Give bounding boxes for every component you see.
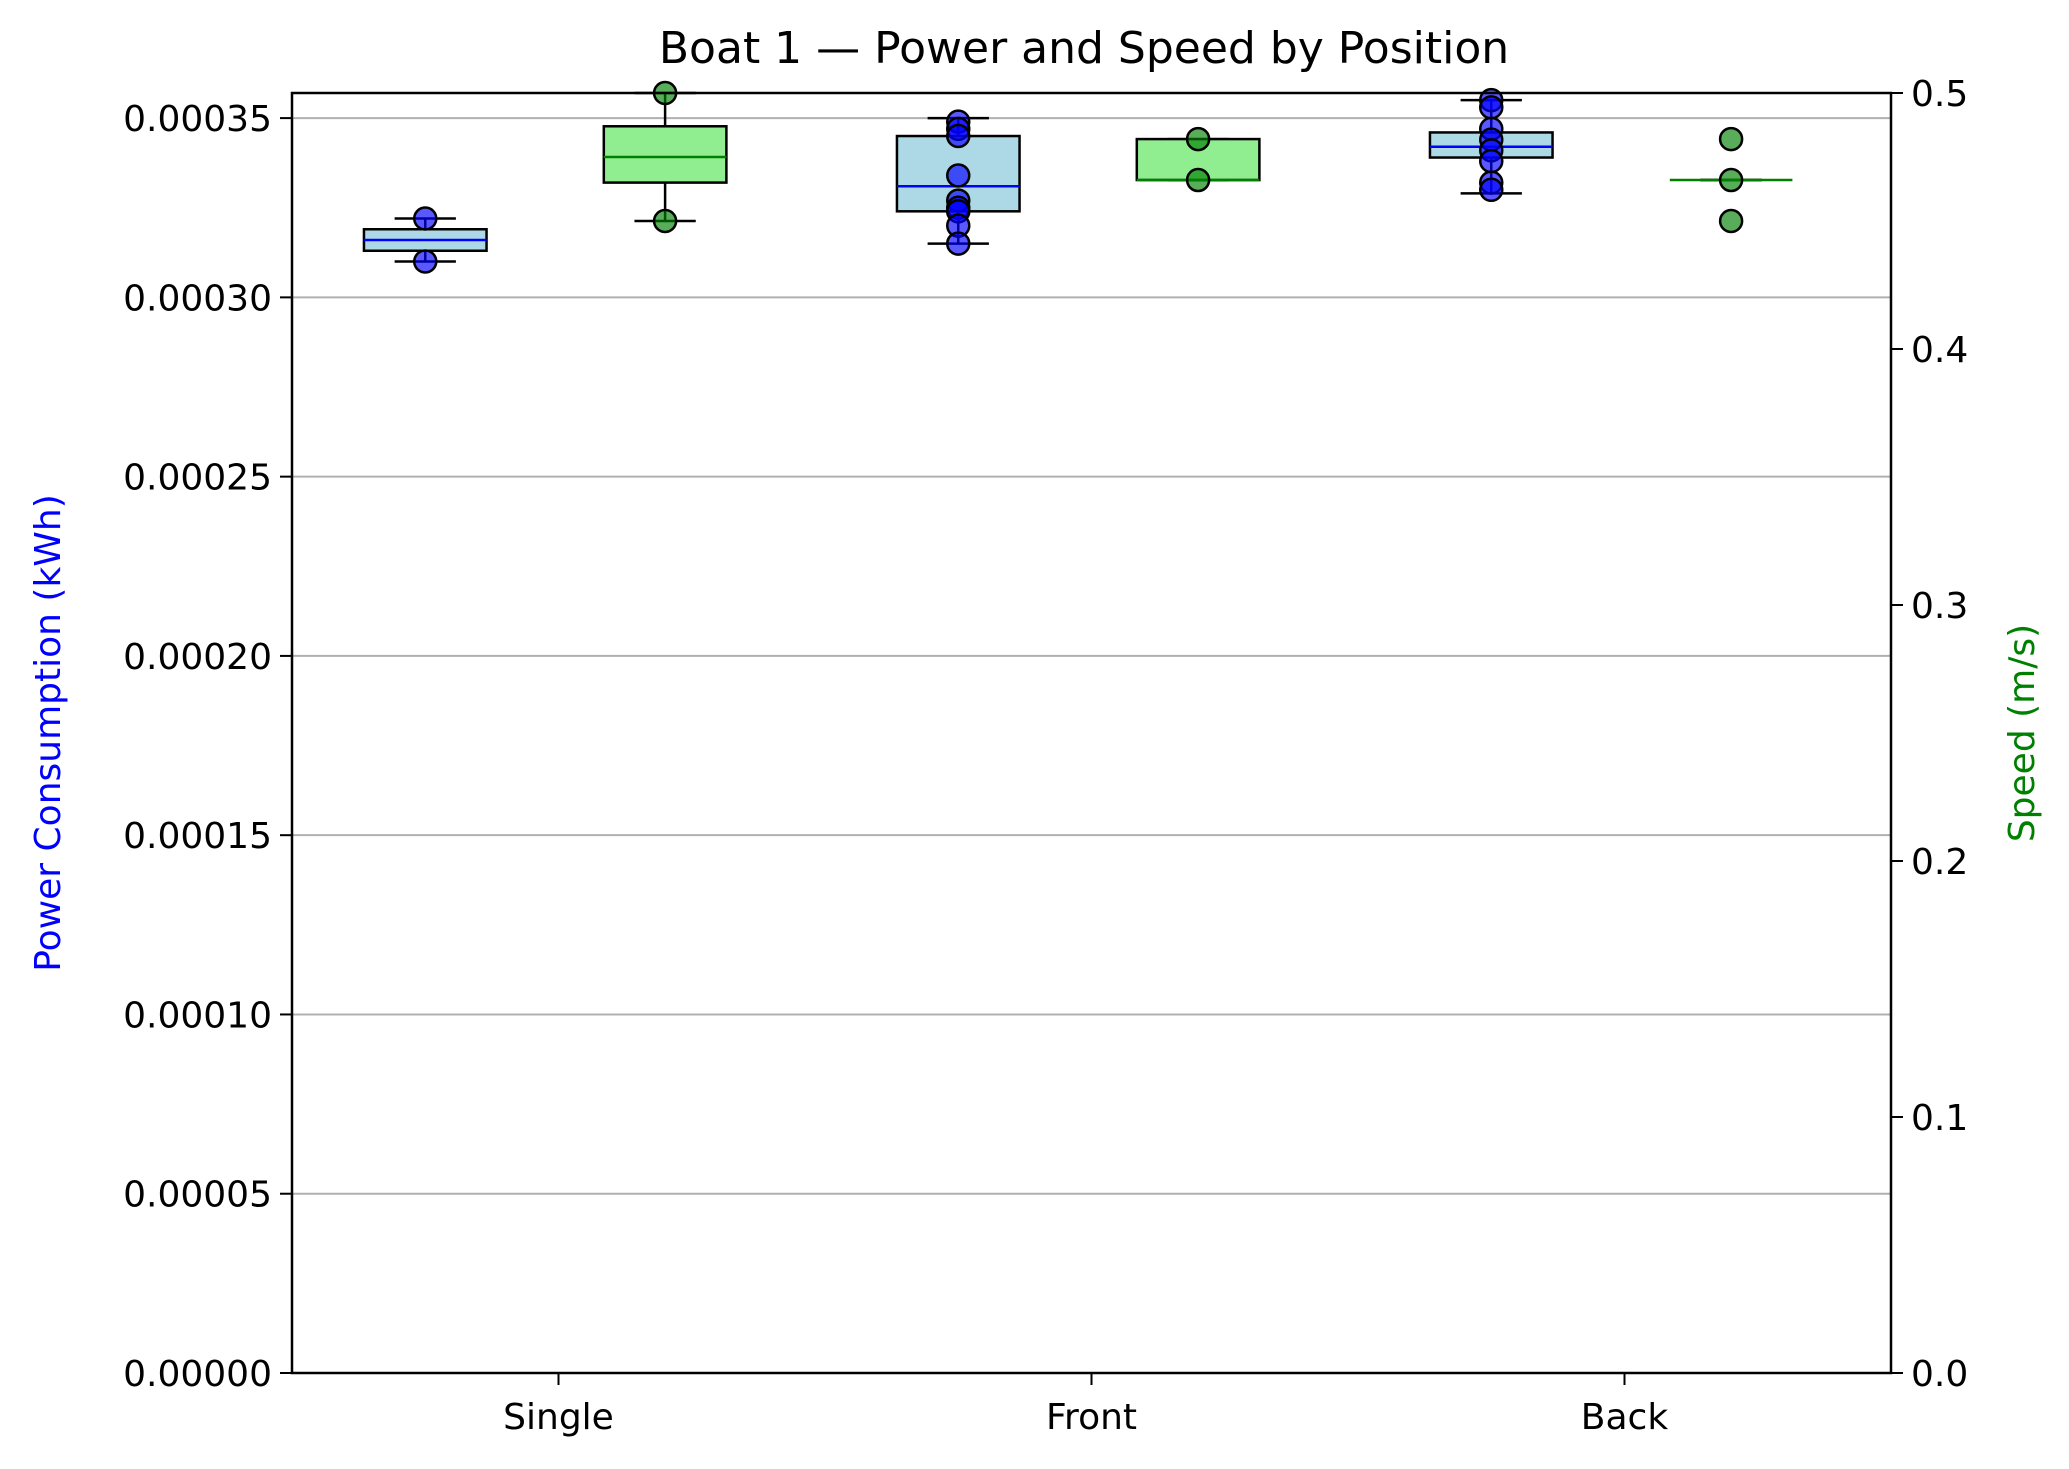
y-right-tick-label: 0.4 — [1911, 330, 1968, 371]
box-plot — [895, 109, 1021, 256]
plot-frame — [290, 91, 1893, 1375]
data-point — [1185, 126, 1211, 152]
y-left-axis-label: Power Consumption (kWh) — [28, 494, 69, 972]
data-point — [652, 208, 678, 234]
y-right-tick-label: 0.3 — [1911, 586, 1968, 627]
x-tick-label: Front — [1046, 1397, 1137, 1438]
box-plot — [362, 206, 488, 274]
y-left-tick-label: 0.00035 — [123, 99, 272, 140]
y-left-tick-label: 0.00020 — [123, 637, 272, 678]
data-point — [1718, 208, 1744, 234]
y-left-tick-label: 0.00010 — [123, 995, 272, 1036]
data-point — [946, 123, 971, 149]
y-left-tick-label: 0.00030 — [123, 278, 272, 319]
box-plot — [1669, 126, 1793, 234]
data-point — [946, 163, 971, 188]
y-left-tick-label: 0.00025 — [123, 458, 272, 499]
chart-title: Boat 1 — Power and Speed by Position — [659, 23, 1509, 74]
box-plot — [1428, 87, 1554, 203]
data-point — [1479, 148, 1504, 174]
box-plots — [362, 80, 1793, 274]
y-right-tick-label: 0.5 — [1911, 74, 1968, 115]
y-right-axis-label: Speed (m/s) — [2002, 624, 2043, 842]
left-axis: 0.00000 0.00005 0.00010 0.00015 0.00020 0.000… — [123, 99, 292, 1395]
right-axis: 0.0 0.1 0.2 0.3 0.4 0.5 — [1891, 74, 1968, 1395]
box — [602, 125, 728, 184]
data-point — [1718, 167, 1744, 193]
x-tick-label: Single — [503, 1397, 614, 1438]
y-left-tick-label: 0.00000 — [123, 1354, 272, 1395]
data-point — [413, 206, 438, 231]
x-axis: Single Front Back — [503, 1373, 1668, 1438]
y-left-tick-label: 0.00015 — [123, 816, 272, 857]
y-right-tick-label: 0.1 — [1911, 1098, 1968, 1139]
y-left-tick-label: 0.00005 — [123, 1175, 272, 1216]
data-point — [1185, 167, 1211, 193]
box-plot — [1135, 126, 1261, 193]
y-right-tick-label: 0.2 — [1911, 842, 1968, 883]
y-right-tick-label: 0.0 — [1911, 1354, 1968, 1395]
data-point — [1479, 177, 1504, 203]
data-point — [946, 231, 971, 256]
data-point — [1479, 95, 1504, 120]
data-point — [413, 249, 438, 274]
grid-lines — [292, 117, 1891, 1374]
x-tick-label: Back — [1581, 1397, 1669, 1438]
data-point — [1718, 126, 1744, 152]
